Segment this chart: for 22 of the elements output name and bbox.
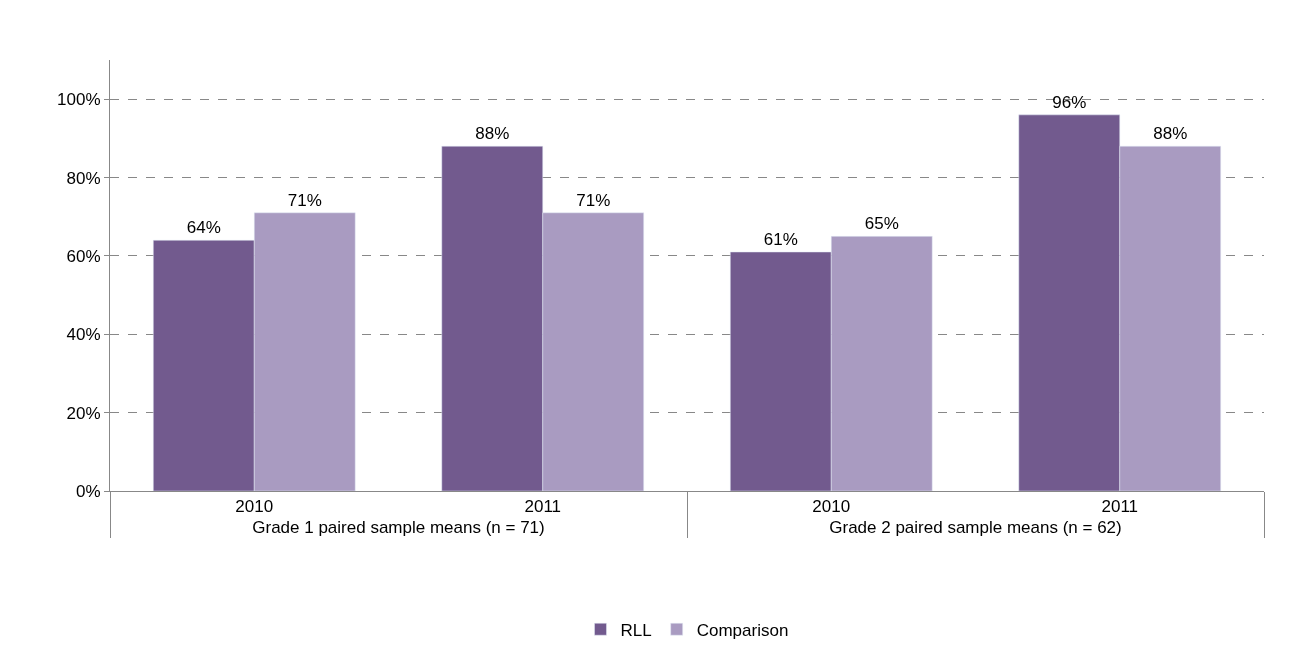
text: Grade 2 paired sample means (n = 62) (829, 518, 1122, 538)
data-label: 71% (287, 190, 322, 210)
legend-label: Comparison (696, 620, 789, 640)
y-tick-label: 20% (66, 403, 101, 423)
data-label: 88% (475, 124, 510, 144)
x-tick-label: 2010 (235, 497, 274, 517)
y-tick-label: 80% (66, 168, 101, 188)
y-tick-label: 40% (66, 325, 101, 345)
text: Grade 1 paired sample means (n = 71) (252, 518, 545, 538)
data-label: 65% (864, 214, 899, 234)
data-label: 64% (186, 218, 221, 238)
x-tick-label: 2011 (1101, 497, 1139, 517)
x-tick-label: 2011 (524, 497, 562, 517)
data-label: 96% (1052, 92, 1087, 112)
y-tick-label: 100% (57, 90, 101, 110)
data-label: 71% (576, 190, 611, 210)
y-tick-label: 60% (66, 246, 101, 266)
data-label: 61% (763, 229, 798, 249)
data-label: 88% (1153, 124, 1188, 144)
legend-label: RLL (620, 620, 652, 640)
y-tick-label: 0% (76, 481, 101, 501)
x-tick-label: 2010 (812, 497, 851, 517)
